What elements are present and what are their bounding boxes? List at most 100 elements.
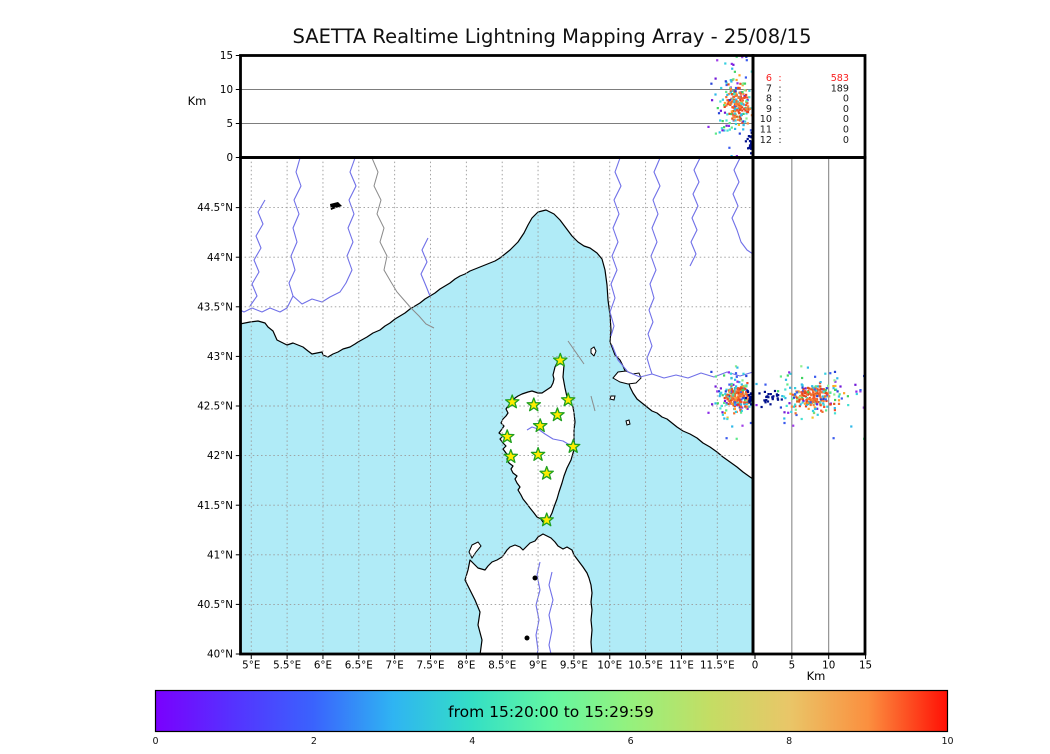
lightning-point [743,82,747,85]
stat-key: 9 [766,104,772,115]
lon-tick-label: 11.5°E [700,660,735,672]
lightning-point [767,393,770,396]
lightning-point [735,94,738,97]
lightning-point [828,395,831,398]
time-colorbar [154,689,949,733]
lightning-point [797,390,800,393]
lightning-point [790,410,793,413]
lightning-point [728,112,731,115]
lightning-point [729,79,732,82]
lightning-point [843,392,846,395]
lightning-point [814,398,817,401]
lightning-point [805,399,808,402]
lat-tick-label: 43.5°N [197,301,233,313]
lat-tick-label: 42.5°N [197,401,233,413]
lightning-point [736,399,739,402]
lightning-point [807,389,810,392]
lightning-point [732,106,735,109]
lightning-point [728,101,731,104]
lightning-point [744,140,747,143]
lightning-point [836,377,839,380]
lightning-point [726,102,729,106]
lake [524,635,530,641]
lightning-point [801,394,804,397]
lightning-point [811,385,814,388]
lightning-point [725,119,728,122]
lightning-point [739,95,742,98]
station-marker [550,407,565,422]
lightning-point [738,381,741,384]
lightning-point [836,390,839,393]
lat-tick-label: 41°N [207,549,233,561]
lightning-point [745,104,748,107]
lightning-point [738,108,742,111]
lightning-point [816,395,819,398]
lightning-point [804,390,807,393]
mainland-coastline [240,157,753,480]
lightning-point [741,390,744,393]
lightning-point [850,425,853,428]
lightning-point [824,389,827,392]
lightning-point [728,122,731,125]
lightning-point [783,421,786,425]
lightning-point [707,411,710,414]
sardinia-island [464,533,593,654]
lightning-point [750,147,753,150]
lightning-point [728,383,731,386]
lightning-point [834,398,837,402]
lightning-point [809,401,812,404]
lightning-point [832,385,835,388]
lightning-point [746,111,750,114]
lightning-point [807,407,810,410]
lightning-point [741,109,744,112]
lightning-point [805,400,808,403]
lightning-point [806,386,810,389]
lightning-point [740,105,743,108]
lightning-point [742,112,745,115]
lightning-point [833,402,836,405]
lightning-point [815,389,818,392]
stat-key: 8 [766,94,772,105]
lon-tick-label: 6.5°E [345,660,373,672]
lightning-point [720,391,723,394]
lightning-point [727,399,730,403]
station-marker [526,397,542,412]
lightning-point [749,395,752,398]
colorbar-tick-label: 0 [152,736,158,747]
colorbar-tick-label: 4 [469,736,475,747]
lightning-point [719,407,722,410]
stat-row: 12: 0 [760,135,849,146]
stat-row: 6: 583 [766,73,849,84]
lightning-point [825,409,828,412]
lightning-point [734,365,738,368]
lightning-point [750,142,753,145]
lightning-point [719,100,722,103]
lightning-point [743,96,746,99]
lightning-point [730,113,733,116]
lightning-point [799,394,803,397]
lightning-point [765,398,768,402]
lat-tick-label: 44°N [207,252,233,264]
lightning-point [734,105,737,108]
lightning-point [783,395,786,398]
colorbar-tick-labels: 0 2 4 6 8 10 [152,736,953,747]
lightning-point [812,390,815,393]
lightning-point [822,397,825,400]
lightning-point [721,120,724,123]
lightning-point [741,99,744,102]
lightning-point [732,390,735,393]
lightning-point [794,412,797,415]
lightning-point [758,392,761,395]
lightning-point [788,371,791,374]
stat-key: 6 [766,73,772,84]
lightning-point [743,402,746,406]
lightning-point [799,403,802,406]
lightning-point [723,374,726,377]
lightning-point [730,385,733,388]
lightning-point [726,416,729,419]
lightning-point [733,412,736,415]
lightning-point [859,390,862,393]
lightning-point [744,397,747,400]
lightning-point [840,397,843,400]
lightning-point [742,128,745,131]
